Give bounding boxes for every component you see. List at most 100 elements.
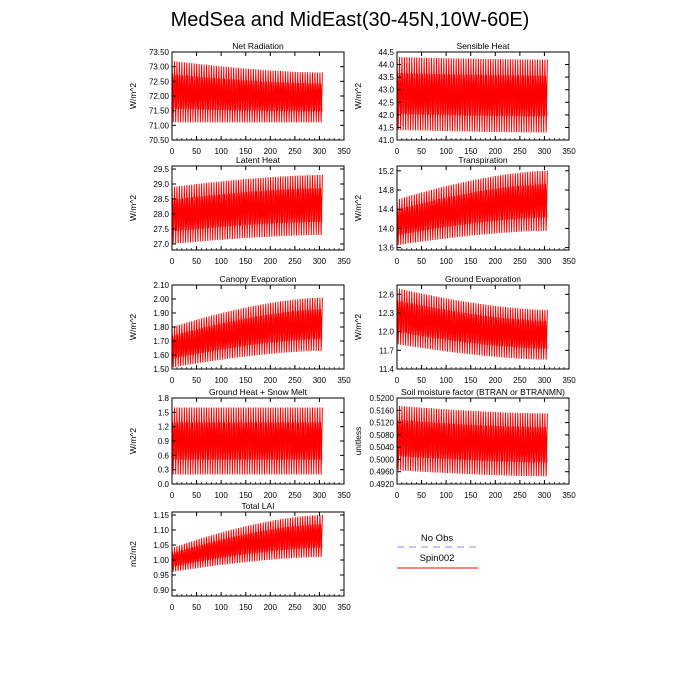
x-tick-label: 350 <box>337 491 351 500</box>
x-tick-label: 100 <box>214 491 228 500</box>
x-tick-label: 200 <box>264 491 278 500</box>
y-axis-label: W/m^2 <box>353 314 363 340</box>
x-tick-label: 50 <box>417 376 426 385</box>
y-tick-label: 0.5040 <box>370 443 395 452</box>
x-tick-label: 150 <box>239 376 253 385</box>
panel-1: 0 50 100 150 200 250 300 350 70.50 71.00 71.50 72.0… <box>128 41 351 156</box>
y-axis-label: m2/m2 <box>128 541 138 567</box>
y-tick-label: 0.3 <box>158 466 170 475</box>
series-line-spin002-dense <box>172 309 323 359</box>
x-tick-label: 200 <box>489 491 503 500</box>
x-tick-label: 350 <box>337 147 351 156</box>
panel-5: 0 50 100 150 200 250 300 350 1.50 1.60 1.70 1.80 1.9… <box>128 274 351 385</box>
series-line-spin002-dense <box>397 419 548 463</box>
x-tick-label: 200 <box>489 257 503 266</box>
x-tick-label: 150 <box>464 491 478 500</box>
y-tick-label: 12.6 <box>378 290 394 299</box>
x-tick-label: 350 <box>337 376 351 385</box>
y-tick-label: 13.6 <box>378 244 394 253</box>
y-tick-label: 1.05 <box>153 541 169 550</box>
plot-frame <box>171 165 345 251</box>
y-tick-label: 1.00 <box>153 556 169 565</box>
y-tick-label: 28.0 <box>153 210 169 219</box>
y-tick-label: 2.10 <box>153 281 169 290</box>
y-tick-label: 1.5 <box>158 408 170 417</box>
y-tick-label: 43.5 <box>378 73 394 82</box>
panel-title: Transpiration <box>458 155 508 165</box>
x-tick-label: 350 <box>562 147 576 156</box>
y-tick-label: 71.50 <box>149 107 170 116</box>
y-tick-label: 27.5 <box>153 225 169 234</box>
y-tick-label: 70.50 <box>149 136 170 145</box>
x-tick-label: 200 <box>264 257 278 266</box>
y-tick-label: 1.2 <box>158 423 170 432</box>
y-tick-label: 14.8 <box>378 186 394 195</box>
series-line-spin002-dense <box>172 524 323 567</box>
x-tick-label: 200 <box>489 376 503 385</box>
y-tick-label: 72.00 <box>149 92 170 101</box>
x-tick-label: 100 <box>214 147 228 156</box>
series-line-spin002-dense <box>397 183 548 235</box>
page-title: MedSea and MidEast(30-45N,10W-60E) <box>170 9 530 31</box>
y-tick-label: 2.00 <box>153 295 169 304</box>
x-tick-label: 300 <box>313 147 327 156</box>
y-axis-label: W/m^2 <box>128 195 138 221</box>
x-tick-label: 300 <box>313 603 327 612</box>
x-tick-label: 250 <box>513 257 527 266</box>
y-tick-label: 1.10 <box>153 526 169 535</box>
x-tick-label: 100 <box>214 376 228 385</box>
panel-title: Soil moisture factor (BTRAN or BTRANMN) <box>401 387 565 397</box>
x-tick-label: 200 <box>489 147 503 156</box>
y-tick-label: 27.0 <box>153 240 169 249</box>
legend-label-spin002: Spin002 <box>420 553 455 564</box>
x-tick-label: 0 <box>170 491 175 500</box>
y-tick-label: 12.0 <box>378 328 394 337</box>
x-tick-label: 0 <box>170 603 175 612</box>
panel-6: 0 50 100 150 200 250 300 350 11.4 11.7 12.0 12.3 12.… <box>353 274 576 385</box>
y-tick-label: 1.60 <box>153 351 169 360</box>
x-tick-label: 350 <box>562 491 576 500</box>
panel-title: Canopy Evaporation <box>219 274 296 284</box>
x-tick-label: 50 <box>192 603 201 612</box>
y-tick-label: 11.7 <box>379 346 395 355</box>
y-tick-label: 1.50 <box>153 365 169 374</box>
x-tick-label: 0 <box>170 147 175 156</box>
x-tick-label: 50 <box>192 147 201 156</box>
x-tick-label: 150 <box>464 147 478 156</box>
y-tick-label: 42.0 <box>378 111 394 120</box>
panel-3: 0 50 100 150 200 250 300 350 27.0 27.5 28.0 28.5 29.… <box>128 155 351 266</box>
y-tick-label: 0.5200 <box>370 394 395 403</box>
x-tick-label: 100 <box>439 257 453 266</box>
y-tick-label: 44.5 <box>378 48 394 57</box>
x-tick-label: 50 <box>417 257 426 266</box>
y-tick-label: 0.90 <box>153 586 169 595</box>
y-tick-label: 29.0 <box>153 180 169 189</box>
series-line-spin002-dense <box>397 300 548 349</box>
y-tick-label: 1.70 <box>153 337 169 346</box>
panel-8: 0 50 100 150 200 250 300 350 0.4920 0.4960 0.5000 0… <box>353 387 576 500</box>
y-tick-label: 71.00 <box>149 121 170 130</box>
x-tick-label: 300 <box>313 491 327 500</box>
series-line-spin002-dense <box>172 422 323 460</box>
panel-2: 0 50 100 150 200 250 300 350 41.0 41.5 42.0 42.5 43.… <box>353 41 576 156</box>
x-tick-label: 100 <box>439 376 453 385</box>
y-tick-label: 73.00 <box>149 63 170 72</box>
y-tick-label: 0.5000 <box>370 455 395 464</box>
y-tick-label: 42.5 <box>378 98 394 107</box>
y-tick-label: 1.80 <box>153 323 169 332</box>
y-tick-label: 72.50 <box>149 77 170 86</box>
plot-frame <box>396 51 570 141</box>
x-tick-label: 300 <box>538 491 552 500</box>
y-tick-label: 12.3 <box>378 309 394 318</box>
y-tick-label: 11.4 <box>379 365 395 374</box>
panel-4: 0 50 100 150 200 250 300 350 13.6 14.0 14.4 14.8 15.… <box>353 155 576 266</box>
x-tick-label: 350 <box>337 603 351 612</box>
plot-frame <box>396 165 570 251</box>
x-tick-label: 250 <box>513 491 527 500</box>
panel-title: Ground Evaporation <box>445 274 521 284</box>
x-tick-label: 250 <box>288 257 302 266</box>
x-tick-label: 50 <box>192 376 201 385</box>
x-tick-label: 250 <box>288 603 302 612</box>
y-tick-label: 0.4960 <box>370 468 395 477</box>
panel-7: 0 50 100 150 200 250 300 350 0.0 0.3 0.6 0.9 1.2 1.5 1… <box>128 387 351 500</box>
